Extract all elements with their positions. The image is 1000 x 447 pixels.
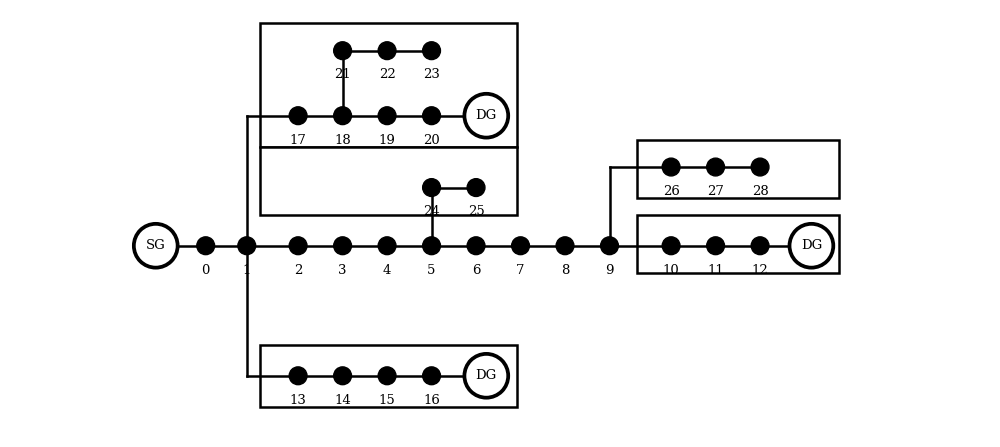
Circle shape xyxy=(334,107,351,125)
Circle shape xyxy=(334,237,351,255)
FancyBboxPatch shape xyxy=(637,139,839,198)
Circle shape xyxy=(134,224,178,268)
Text: 4: 4 xyxy=(383,264,391,277)
Text: 11: 11 xyxy=(707,264,724,277)
Text: 25: 25 xyxy=(468,205,484,219)
Circle shape xyxy=(334,367,351,385)
Circle shape xyxy=(423,107,440,125)
Text: 28: 28 xyxy=(752,185,768,198)
Circle shape xyxy=(556,237,574,255)
Text: 14: 14 xyxy=(334,393,351,407)
Circle shape xyxy=(601,237,618,255)
Circle shape xyxy=(378,107,396,125)
Text: 8: 8 xyxy=(561,264,569,277)
Circle shape xyxy=(378,42,396,59)
Circle shape xyxy=(464,94,508,138)
Circle shape xyxy=(751,158,769,176)
Text: 9: 9 xyxy=(605,264,614,277)
Circle shape xyxy=(707,158,724,176)
Circle shape xyxy=(790,224,833,268)
Text: 22: 22 xyxy=(379,68,395,81)
Text: 16: 16 xyxy=(423,393,440,407)
Text: DG: DG xyxy=(476,109,497,122)
Circle shape xyxy=(423,42,440,59)
Circle shape xyxy=(423,367,440,385)
Circle shape xyxy=(197,237,215,255)
Text: 13: 13 xyxy=(290,393,307,407)
Circle shape xyxy=(512,237,529,255)
FancyBboxPatch shape xyxy=(260,147,517,215)
Text: DG: DG xyxy=(801,239,822,252)
Text: 19: 19 xyxy=(379,134,396,147)
Text: 23: 23 xyxy=(423,68,440,81)
Circle shape xyxy=(467,179,485,197)
FancyBboxPatch shape xyxy=(637,215,839,273)
Circle shape xyxy=(467,237,485,255)
Text: 15: 15 xyxy=(379,393,395,407)
Circle shape xyxy=(464,354,508,398)
Text: 7: 7 xyxy=(516,264,525,277)
Text: 18: 18 xyxy=(334,134,351,147)
Text: 20: 20 xyxy=(423,134,440,147)
Text: 10: 10 xyxy=(663,264,679,277)
Circle shape xyxy=(751,237,769,255)
Circle shape xyxy=(289,237,307,255)
FancyBboxPatch shape xyxy=(260,23,517,147)
Circle shape xyxy=(289,107,307,125)
Text: 24: 24 xyxy=(423,205,440,219)
Text: SG: SG xyxy=(146,239,166,252)
Text: 17: 17 xyxy=(290,134,307,147)
Circle shape xyxy=(334,42,351,59)
FancyBboxPatch shape xyxy=(260,345,517,407)
Circle shape xyxy=(423,237,440,255)
Text: 12: 12 xyxy=(752,264,768,277)
Circle shape xyxy=(289,367,307,385)
Circle shape xyxy=(423,179,440,197)
Circle shape xyxy=(662,158,680,176)
Circle shape xyxy=(378,237,396,255)
Text: 5: 5 xyxy=(427,264,436,277)
Text: 26: 26 xyxy=(663,185,680,198)
Text: 21: 21 xyxy=(334,68,351,81)
Text: DG: DG xyxy=(476,369,497,382)
Circle shape xyxy=(662,237,680,255)
Text: 3: 3 xyxy=(338,264,347,277)
Circle shape xyxy=(378,367,396,385)
Text: 0: 0 xyxy=(202,264,210,277)
Text: 27: 27 xyxy=(707,185,724,198)
Circle shape xyxy=(707,237,724,255)
Text: 6: 6 xyxy=(472,264,480,277)
Text: 1: 1 xyxy=(243,264,251,277)
Text: 2: 2 xyxy=(294,264,302,277)
Circle shape xyxy=(238,237,256,255)
